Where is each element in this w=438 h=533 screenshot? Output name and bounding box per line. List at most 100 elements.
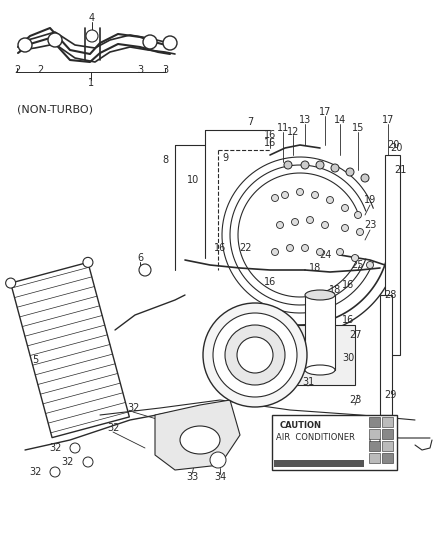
Text: 7: 7 xyxy=(247,117,253,127)
Ellipse shape xyxy=(305,365,335,375)
Text: 32: 32 xyxy=(127,403,139,413)
Bar xyxy=(369,429,380,439)
Text: 13: 13 xyxy=(299,115,311,125)
Circle shape xyxy=(48,33,62,47)
Text: 17: 17 xyxy=(319,107,331,117)
Circle shape xyxy=(297,189,304,196)
Text: 32: 32 xyxy=(62,457,74,467)
Text: 32: 32 xyxy=(49,443,61,453)
Text: 14: 14 xyxy=(334,115,346,125)
Circle shape xyxy=(284,161,292,169)
Text: 10: 10 xyxy=(187,175,199,185)
Bar xyxy=(305,295,335,370)
Circle shape xyxy=(286,245,293,252)
Text: 18: 18 xyxy=(309,263,321,273)
Text: 4: 4 xyxy=(89,13,95,23)
Circle shape xyxy=(86,30,98,42)
Text: 1: 1 xyxy=(88,78,94,88)
Text: 32: 32 xyxy=(29,467,41,477)
Text: 6: 6 xyxy=(137,253,143,263)
Circle shape xyxy=(357,229,364,236)
Circle shape xyxy=(6,278,16,288)
Bar xyxy=(385,155,400,355)
Text: 2: 2 xyxy=(37,65,43,75)
Circle shape xyxy=(272,248,279,255)
Text: 28: 28 xyxy=(384,290,396,300)
Circle shape xyxy=(237,337,273,373)
Circle shape xyxy=(361,174,369,182)
Text: 20: 20 xyxy=(390,143,402,153)
Circle shape xyxy=(70,443,80,453)
Text: 25: 25 xyxy=(352,260,364,270)
Text: 26: 26 xyxy=(249,390,261,400)
Ellipse shape xyxy=(305,290,335,300)
Text: 24: 24 xyxy=(319,250,331,260)
Text: 21: 21 xyxy=(394,165,406,175)
Text: 15: 15 xyxy=(352,123,364,133)
Text: 16: 16 xyxy=(342,280,354,290)
Text: (NON-TURBO): (NON-TURBO) xyxy=(17,105,93,115)
Circle shape xyxy=(321,222,328,229)
Circle shape xyxy=(210,452,226,468)
Bar xyxy=(382,441,393,451)
Circle shape xyxy=(50,467,60,477)
Circle shape xyxy=(331,164,339,172)
Text: 33: 33 xyxy=(186,472,198,482)
Text: CAUTION: CAUTION xyxy=(280,421,322,430)
Circle shape xyxy=(354,212,361,219)
Bar xyxy=(369,453,380,463)
Circle shape xyxy=(203,303,307,407)
Text: 16: 16 xyxy=(342,315,354,325)
Bar xyxy=(272,415,397,470)
Circle shape xyxy=(225,325,285,385)
Circle shape xyxy=(276,222,283,229)
Text: 31: 31 xyxy=(302,377,314,387)
Circle shape xyxy=(83,457,93,467)
Circle shape xyxy=(342,224,349,231)
Circle shape xyxy=(301,245,308,252)
Circle shape xyxy=(352,254,358,262)
Text: 23: 23 xyxy=(364,220,376,230)
Text: 34: 34 xyxy=(214,472,226,482)
Text: 5: 5 xyxy=(32,355,38,365)
Text: 16: 16 xyxy=(264,277,276,287)
Text: 23: 23 xyxy=(349,395,361,405)
Bar xyxy=(382,429,393,439)
Circle shape xyxy=(367,262,374,269)
Circle shape xyxy=(213,313,297,397)
Circle shape xyxy=(292,219,299,225)
Ellipse shape xyxy=(180,426,220,454)
Text: 12: 12 xyxy=(287,127,299,137)
Text: 8: 8 xyxy=(162,155,168,165)
Text: 18: 18 xyxy=(329,285,341,295)
Circle shape xyxy=(272,195,279,201)
Text: 32: 32 xyxy=(107,423,119,433)
Circle shape xyxy=(163,36,177,50)
Circle shape xyxy=(139,264,151,276)
Text: 3: 3 xyxy=(137,65,143,75)
Circle shape xyxy=(83,257,93,268)
Text: 3: 3 xyxy=(162,65,168,75)
Circle shape xyxy=(301,161,309,169)
Circle shape xyxy=(18,38,32,52)
Text: 17: 17 xyxy=(382,115,394,125)
Bar xyxy=(380,295,392,415)
Text: 16: 16 xyxy=(264,138,276,148)
Polygon shape xyxy=(155,400,240,470)
Bar xyxy=(270,325,355,385)
Bar xyxy=(369,417,380,427)
Text: 29: 29 xyxy=(384,390,396,400)
Circle shape xyxy=(282,191,289,198)
Bar xyxy=(274,460,364,467)
Text: 27: 27 xyxy=(349,330,361,340)
Circle shape xyxy=(336,248,343,255)
Text: 20: 20 xyxy=(387,140,399,150)
Text: 19: 19 xyxy=(364,195,376,205)
Text: 30: 30 xyxy=(342,353,354,363)
Text: 16: 16 xyxy=(214,243,226,253)
Circle shape xyxy=(317,248,324,255)
Bar xyxy=(369,441,380,451)
Circle shape xyxy=(326,197,333,204)
Text: AIR  CONDITIONER: AIR CONDITIONER xyxy=(276,432,355,441)
Text: 2: 2 xyxy=(14,65,20,75)
